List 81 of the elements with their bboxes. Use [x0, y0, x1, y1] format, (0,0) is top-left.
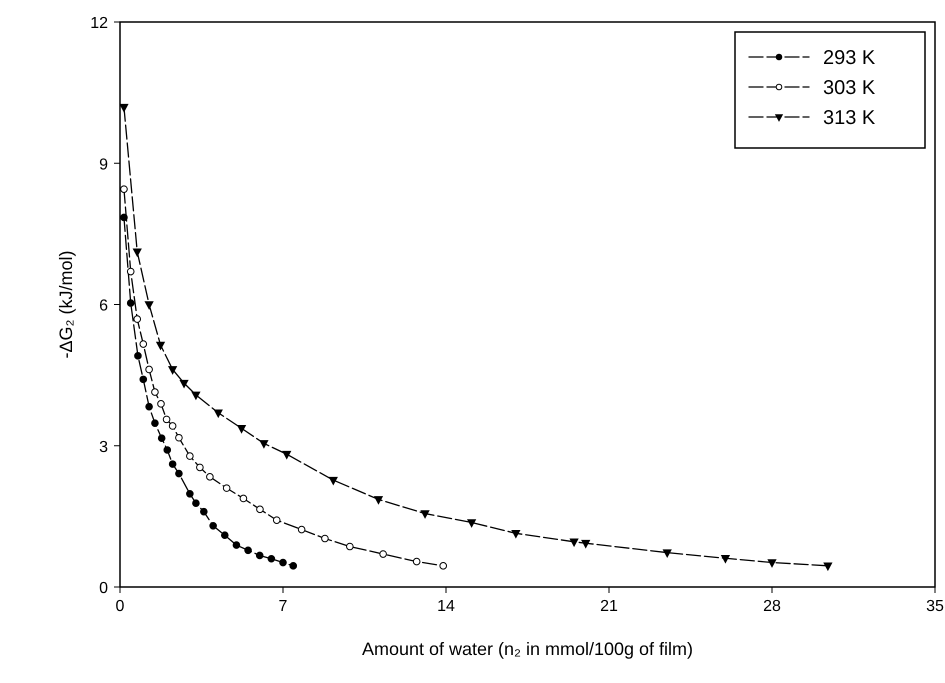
point	[120, 104, 128, 112]
point	[145, 366, 153, 374]
point	[206, 473, 214, 481]
y-tick-label: 9	[99, 156, 108, 174]
y-tick-label: 3	[99, 438, 108, 456]
point	[139, 376, 148, 384]
point	[289, 562, 298, 570]
point	[157, 400, 165, 408]
point	[279, 558, 287, 566]
point	[126, 268, 135, 276]
point	[151, 388, 159, 396]
point	[268, 554, 276, 563]
point	[232, 541, 240, 549]
point	[156, 342, 165, 350]
point	[298, 526, 306, 534]
y-tick-label: 0	[99, 580, 108, 597]
point	[186, 490, 194, 498]
point	[163, 446, 172, 454]
point	[120, 185, 128, 193]
legend-label: 293 K	[823, 47, 876, 69]
point	[439, 562, 448, 570]
x-tick-label: 35	[926, 598, 944, 615]
point	[768, 559, 776, 568]
point	[214, 409, 223, 418]
point	[220, 531, 229, 540]
point	[721, 554, 730, 564]
x-tick-label: 0	[116, 598, 125, 615]
point	[186, 452, 194, 460]
point	[168, 460, 176, 468]
point	[126, 299, 135, 307]
point	[272, 516, 281, 524]
point	[192, 499, 200, 507]
x-tick-label: 28	[763, 598, 781, 615]
point	[162, 416, 170, 424]
point	[175, 434, 183, 442]
point	[175, 470, 183, 478]
point	[467, 519, 476, 528]
point	[168, 366, 177, 374]
point	[570, 538, 578, 547]
point	[144, 301, 154, 310]
point	[133, 315, 142, 323]
point	[328, 476, 338, 485]
point	[824, 562, 832, 571]
x-tick-label: 7	[278, 598, 288, 615]
point	[168, 422, 176, 430]
point	[237, 425, 246, 434]
point	[196, 464, 204, 472]
point	[240, 494, 248, 502]
point	[321, 534, 329, 542]
point	[145, 402, 153, 410]
point	[256, 552, 264, 560]
point	[260, 440, 268, 448]
point	[244, 546, 252, 554]
point	[151, 419, 159, 427]
point	[374, 496, 383, 504]
point	[192, 392, 200, 400]
point	[412, 558, 420, 566]
y-tick-label: 6	[99, 298, 108, 314]
legend-label: 303 K	[823, 77, 876, 99]
point	[256, 506, 264, 514]
point	[346, 542, 354, 550]
point	[420, 510, 430, 518]
point	[222, 484, 230, 492]
point	[581, 540, 590, 548]
point	[209, 522, 217, 530]
x-axis-title: Amount of water (n₂ in mmol/100g of film)	[362, 639, 694, 659]
point	[139, 340, 148, 348]
x-tick-label: 21	[600, 598, 618, 615]
point	[158, 434, 166, 442]
legend-label: 313 K	[823, 107, 876, 129]
y-tick-label: 12	[90, 15, 108, 32]
y-axis-title: -ΔG₂ (kJ/mol)	[56, 250, 76, 358]
point	[134, 352, 142, 360]
x-tick-label: 14	[437, 598, 455, 615]
point	[282, 450, 292, 460]
point	[180, 380, 188, 388]
point	[512, 530, 520, 538]
point	[662, 549, 672, 558]
point	[379, 550, 387, 558]
point	[200, 508, 208, 516]
point	[132, 248, 142, 257]
